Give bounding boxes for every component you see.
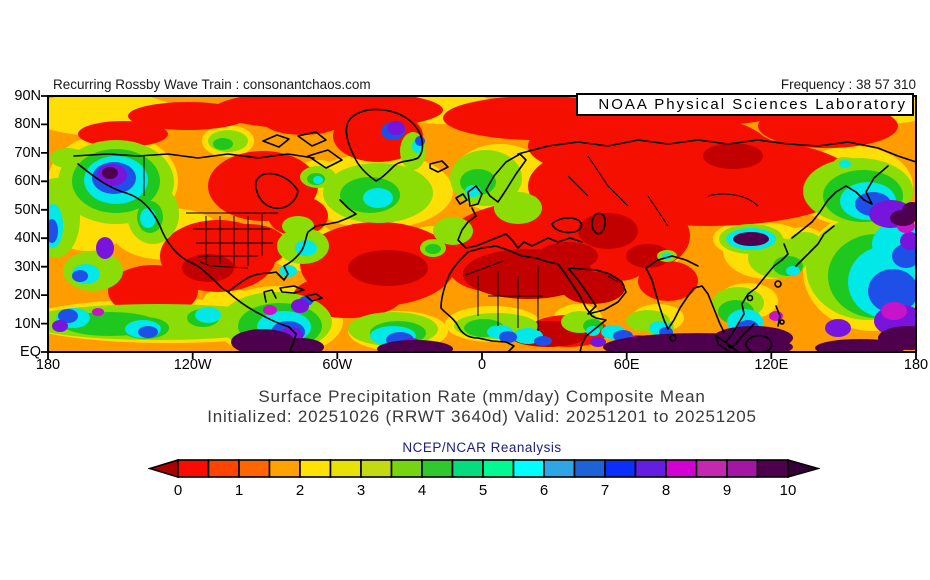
colorbar-segment [573, 459, 606, 478]
colorbar-segment [207, 459, 240, 478]
colorbar-tick-label: 9 [723, 482, 731, 499]
colorbar-segment [268, 459, 301, 478]
map-panel [38, 90, 926, 362]
colorbar-segment [543, 459, 576, 478]
colorbar-tick-label: 6 [540, 482, 548, 499]
lat-tick-label: 20N [14, 287, 41, 304]
chart-title: Surface Precipitation Rate (mm/day) Comp… [258, 387, 706, 406]
colorbar-tick-label: 0 [174, 482, 182, 499]
colorbar-segment [665, 459, 698, 478]
colorbar-tick-label: 3 [357, 482, 365, 499]
lon-tick-label: 180 [35, 357, 61, 373]
noaa-credit-label: NOAA Physical Sciences Laboratory [598, 96, 907, 113]
colorbar-segment [634, 459, 667, 478]
colorbar-segment [299, 459, 332, 478]
lat-tick-label: 90N [14, 88, 41, 104]
lon-tick-label: 0 [477, 357, 487, 373]
colorbar: 0 1 2 3 4 5 6 7 8 9 10 [148, 458, 820, 499]
lat-tick-label: 60N [14, 173, 41, 190]
colorbar-arrow-left [148, 458, 179, 479]
lon-tick-label: 60E [613, 357, 640, 373]
frequency-label: Frequency : 38 57 310 [780, 77, 916, 92]
colorbar-segment [360, 459, 393, 478]
colorbar-tick-label: 4 [418, 482, 426, 499]
colorbar-segment [238, 459, 271, 478]
colorbar-segment [726, 459, 759, 478]
lat-tick-label: 10N [14, 315, 41, 332]
lat-tick-label: 80N [14, 116, 41, 133]
chart-subtitle: Initialized: 20251026 (RRWT 3640d) Valid… [207, 407, 757, 426]
lon-tick-label: 120W [173, 357, 212, 373]
lat-tick-label: 40N [14, 230, 41, 247]
colorbar-segment [756, 459, 789, 478]
precipitation-map [41, 95, 917, 359]
country-borders [143, 155, 759, 331]
map-frame [47, 95, 917, 353]
lon-tick-label: 120E [754, 357, 789, 373]
colorbar-segment [695, 459, 728, 478]
colorbar-tick-label: 10 [780, 482, 797, 499]
axis-ticks [41, 95, 917, 359]
colorbar-tick-label: 7 [601, 482, 609, 499]
colorbar-tick-label: 8 [662, 482, 670, 499]
noaa-credit-box: NOAA Physical Sciences Laboratory [576, 93, 914, 116]
colorbar-segment [390, 459, 423, 478]
colorbar-segment [177, 459, 210, 478]
lon-tick-label: 180 [903, 357, 929, 373]
colorbar-segment [512, 459, 545, 478]
colorbar-tick-label: 1 [235, 482, 243, 499]
coastlines [73, 108, 916, 352]
lon-axis: 180 120W 60W 0 60E 120E 180 [36, 357, 928, 377]
credit-left-label: Recurring Rossby Wave Train : consonantc… [53, 77, 371, 92]
precip-field [48, 96, 916, 352]
lat-axis: 90N 80N 70N 60N 50N 40N 30N 20N 10N EQ [0, 88, 44, 360]
colorbar-tick-label: 5 [479, 482, 487, 499]
lat-tick-label: 70N [14, 144, 41, 161]
colorbar-arrow-right [787, 458, 820, 479]
colorbar-tick-label: 2 [296, 482, 304, 499]
colorbar-segment [482, 459, 515, 478]
colorbar-segment [421, 459, 454, 478]
lat-tick-label: 30N [14, 258, 41, 275]
colorbar-segment [451, 459, 484, 478]
colorbar-segment [604, 459, 637, 478]
lon-tick-label: 60W [322, 357, 353, 373]
data-source-label: NCEP/NCAR Reanalysis [402, 440, 562, 455]
lat-tick-label: EQ [20, 343, 41, 360]
lat-tick-label: 50N [14, 201, 41, 218]
colorbar-segment [329, 459, 362, 478]
